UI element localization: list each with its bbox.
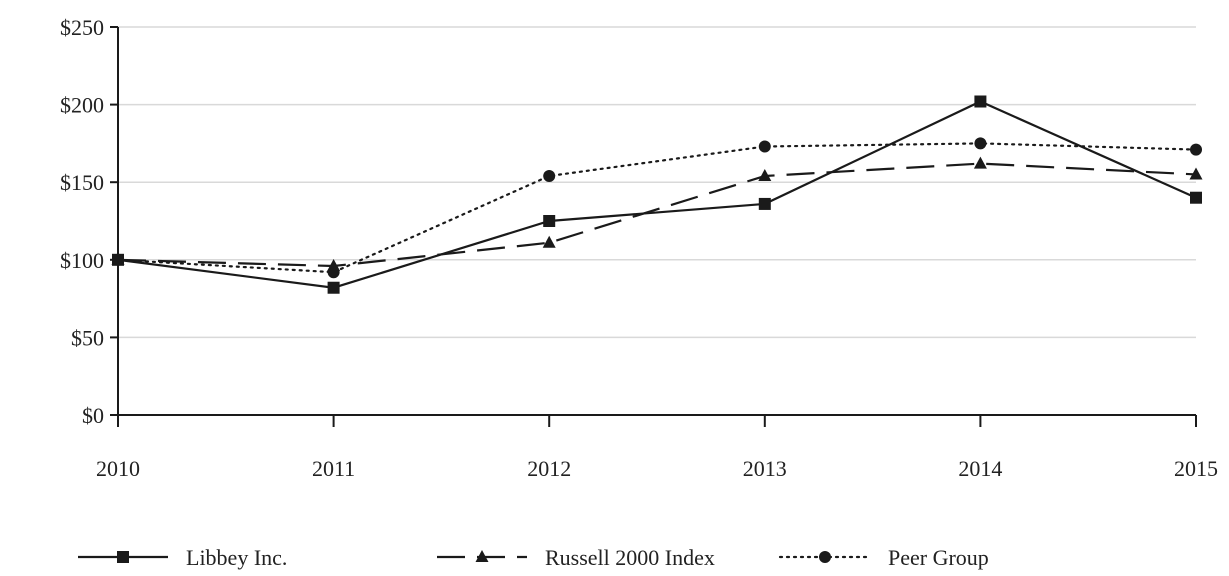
legend-item: Russell 2000 Index <box>437 545 715 570</box>
y-tick-label: $250 <box>60 15 104 40</box>
data-point <box>758 168 772 181</box>
series-2 <box>111 156 1203 272</box>
legend-label: Peer Group <box>888 545 989 570</box>
x-tick-label: 2010 <box>96 456 140 481</box>
y-tick-label: $200 <box>60 93 104 118</box>
data-point <box>1190 191 1202 204</box>
y-tick-label: $100 <box>60 248 104 273</box>
series-group <box>111 95 1203 294</box>
data-point <box>973 156 987 169</box>
data-point <box>543 169 556 182</box>
axes <box>110 26 1197 427</box>
series-line <box>117 100 1197 289</box>
legend-item: Peer Group <box>778 545 989 570</box>
series-line <box>116 142 1198 274</box>
gridlines <box>118 26 1196 339</box>
x-tick-label: 2015 <box>1174 456 1218 481</box>
data-point <box>1190 143 1202 156</box>
legend-marker <box>475 550 489 562</box>
x-tick-label: 2011 <box>312 456 355 481</box>
y-tick-label: $150 <box>60 170 104 195</box>
legend-marker <box>819 551 831 563</box>
data-point <box>327 266 340 279</box>
legend-item: Libbey Inc. <box>78 545 287 570</box>
data-point <box>758 140 771 153</box>
data-point <box>543 215 556 227</box>
data-point <box>112 253 124 266</box>
data-point <box>542 235 556 248</box>
data-point <box>974 95 987 108</box>
x-tick-label: 2013 <box>743 456 787 481</box>
data-point <box>327 281 340 294</box>
legend-marker <box>117 551 129 563</box>
data-point <box>974 137 987 150</box>
x-tick-label: 2012 <box>527 456 571 481</box>
data-point <box>758 197 771 210</box>
series-1 <box>112 95 1202 294</box>
series-line <box>117 162 1197 268</box>
tick-labels: $0 $50 $100 $150 $200 $250 2010 2011 2012 2013 201… <box>60 15 1218 481</box>
legend-label: Russell 2000 Index <box>545 545 715 570</box>
series-3 <box>112 137 1202 279</box>
y-tick-label: $0 <box>82 403 104 428</box>
y-tick-label: $50 <box>71 325 104 350</box>
x-tick-label: 2014 <box>958 456 1002 481</box>
legend: Libbey Inc. Russell 2000 Index Peer Group <box>78 545 989 570</box>
legend-label: Libbey Inc. <box>186 545 287 570</box>
data-point <box>1189 167 1203 180</box>
